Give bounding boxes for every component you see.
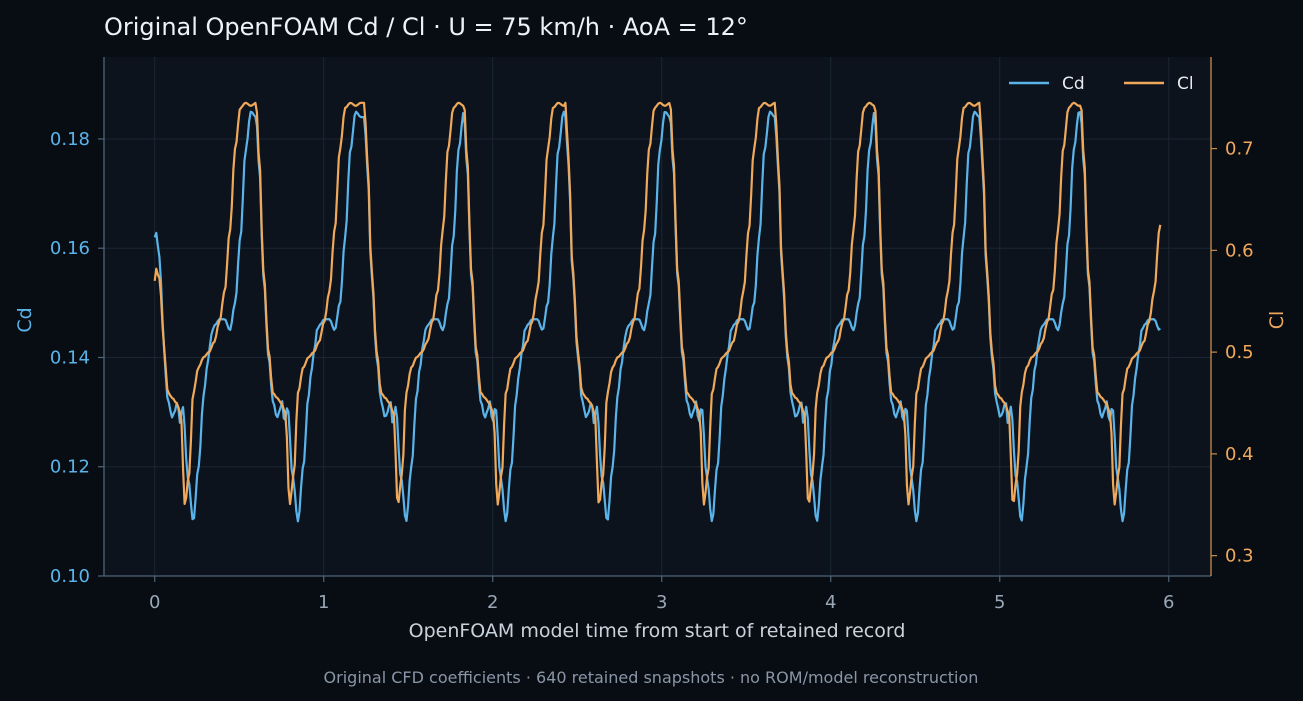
right-y-tick-label: 0.3 bbox=[1225, 546, 1254, 567]
x-axis-ticks: 0 1 2 3 4 5 6 bbox=[149, 576, 1174, 613]
legend-label-cl: Cl bbox=[1177, 74, 1194, 94]
right-y-tick-label: 0.5 bbox=[1225, 342, 1254, 363]
left-y-tick-label: 0.18 bbox=[50, 129, 90, 150]
series-lines bbox=[153, 101, 1162, 523]
x-tick-label: 4 bbox=[825, 592, 836, 613]
x-tick-label: 3 bbox=[656, 592, 667, 613]
left-y-tick-label: 0.12 bbox=[50, 457, 90, 478]
legend: Cd Cl bbox=[1009, 74, 1194, 94]
plot-area-background bbox=[104, 57, 1211, 576]
legend-label-cd: Cd bbox=[1062, 74, 1085, 94]
right-y-tick-label: 0.7 bbox=[1225, 139, 1254, 160]
left-y-tick-label: 0.10 bbox=[50, 566, 90, 587]
series-line-cl bbox=[153, 101, 1162, 506]
chart-caption: Original CFD coefficients · 640 retained… bbox=[324, 668, 979, 687]
x-tick-label: 5 bbox=[994, 592, 1005, 613]
x-axis-label: OpenFOAM model time from start of retain… bbox=[409, 620, 906, 642]
right-y-axis-label: Cl bbox=[1266, 311, 1288, 330]
x-tick-label: 6 bbox=[1163, 592, 1174, 613]
right-y-tick-label: 0.4 bbox=[1225, 444, 1254, 465]
chart-title: Original OpenFOAM Cd / Cl · U = 75 km/h … bbox=[104, 13, 748, 41]
left-y-tick-label: 0.14 bbox=[50, 347, 90, 368]
right-y-tick-label: 0.6 bbox=[1225, 240, 1254, 261]
x-tick-label: 2 bbox=[487, 592, 498, 613]
x-tick-label: 1 bbox=[318, 592, 329, 613]
left-y-tick-label: 0.16 bbox=[50, 238, 90, 259]
right-y-axis-ticks: 0.3 0.4 0.5 0.6 0.7 bbox=[1211, 139, 1254, 567]
x-tick-label: 0 bbox=[149, 592, 160, 613]
left-y-axis-label: Cd bbox=[14, 307, 36, 332]
left-y-axis-ticks: 0.10 0.12 0.14 0.16 0.18 bbox=[50, 129, 104, 587]
